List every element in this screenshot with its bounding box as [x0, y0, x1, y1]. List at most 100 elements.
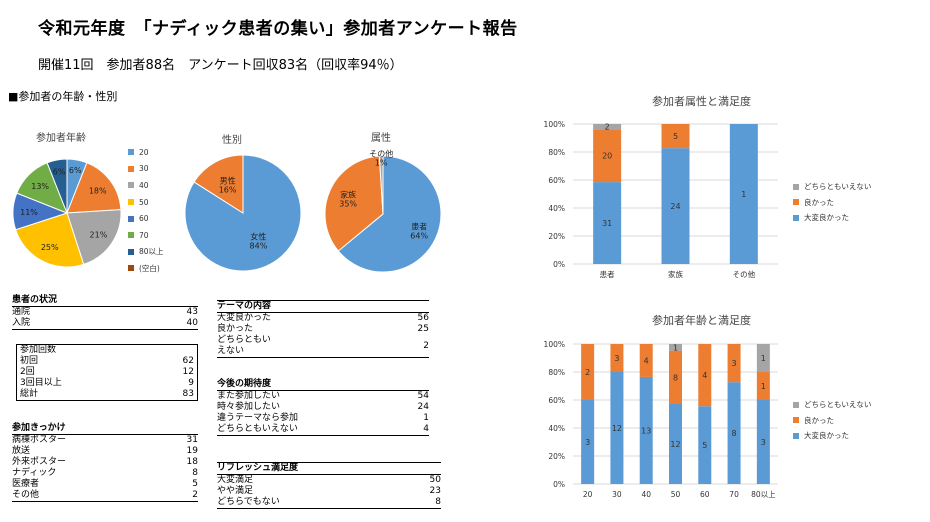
pie-label-男性: 男性 16% — [219, 175, 237, 194]
status-table-title: 患者の状況 — [12, 295, 198, 307]
legend-item: 50 — [128, 194, 164, 211]
table-cell-label: 医療者 — [12, 479, 40, 489]
bar-segment-80以上 — [756, 344, 770, 372]
bar-segment-60 — [698, 406, 712, 484]
pie-slice-患者 — [337, 155, 442, 273]
table-cell-label: 大変良かった — [217, 313, 272, 323]
bar-value-label: 4 — [702, 371, 707, 380]
bar-value-label: 3 — [761, 438, 766, 447]
bar-value-label: 1 — [673, 343, 678, 352]
bar-value-label: 1 — [761, 354, 766, 363]
expect-table-title: 今後の期待度 — [217, 379, 429, 391]
legend-label: どちらともいえない — [804, 182, 872, 192]
bar-value-label: 3 — [732, 359, 737, 368]
bar-segment-30 — [610, 372, 624, 484]
pie-label-40: 21% — [90, 230, 108, 239]
table-row: 通院 43 — [12, 307, 198, 318]
legend-label: 60 — [139, 214, 149, 224]
table-cell-value: 2 — [192, 490, 198, 500]
y-tick-label: 0% — [553, 480, 565, 489]
status-table: 患者の状況 通院 43 入院 40 — [12, 295, 198, 330]
table-cell-label: 初回 — [20, 356, 39, 366]
table-row: 大変満足 50 — [217, 475, 441, 486]
bar-value-label: 24 — [670, 202, 680, 211]
legend-swatch — [128, 182, 134, 189]
refresh-table-title: リフレッシュ満足度 — [217, 462, 441, 475]
age-bar-title: 参加者年齢と満足度 — [652, 314, 751, 327]
bar-value-label: 12 — [670, 440, 680, 449]
refresh-table-rows: 大変満足 50 やや満足 23 どちらでもない 8 — [217, 475, 441, 509]
bar-value-label: 31 — [602, 219, 612, 228]
age-pie-chart: 6% 18% 21% 25% 11% 13% 6% — [12, 158, 122, 268]
status-table-rows: 通院 43 入院 40 — [12, 307, 198, 330]
legend-item: 良かった — [793, 413, 871, 429]
legend-swatch — [128, 149, 134, 156]
table-row: 入院 40 — [12, 318, 198, 330]
age-bar-legend: どちらともいえない 良かった 大変良かった — [793, 397, 871, 444]
bar-value-label: 5 — [702, 441, 707, 450]
refresh-table: リフレッシュ満足度 大変満足 50 やや満足 23 どちらでもない 8 — [217, 462, 441, 509]
legend-swatch — [128, 215, 134, 222]
legend-swatch — [793, 183, 799, 190]
gender-pie-title: 性別 — [222, 135, 242, 146]
visits-table-rows: 初回 62 2回 12 3回目以上 9 総計 83 — [16, 356, 198, 401]
table-row: 外来ポスター 18 — [12, 457, 198, 468]
x-tick-label: 30 — [612, 490, 622, 499]
age-pie-legend: 20 30 40 50 60 70 80以上 (空白) — [128, 144, 164, 277]
table-cell-label: 2回 — [20, 367, 35, 377]
table-cell-label: 良かった — [217, 324, 254, 334]
bar-segment-家族 — [661, 148, 690, 264]
pie-slice-80以上 — [46, 158, 68, 214]
table-cell-value: 54 — [417, 391, 429, 401]
y-tick-label: 80% — [548, 368, 565, 377]
bar-value-label: 5 — [673, 132, 678, 141]
y-tick-label: 80% — [548, 148, 565, 157]
pie-slice-30 — [66, 162, 122, 214]
legend-swatch — [128, 232, 134, 239]
legend-label: どちらともいえない — [804, 400, 872, 410]
table-cell-label: 大変満足 — [217, 475, 254, 485]
y-tick-label: 0% — [553, 260, 565, 269]
y-tick-label: 60% — [548, 396, 565, 405]
pie-label-家族: 家族 35% — [339, 189, 357, 208]
legend-item: どちらともいえない — [793, 179, 871, 195]
table-row: その他 2 — [12, 490, 198, 502]
x-tick-label: 80以上 — [751, 490, 776, 499]
y-tick-label: 100% — [544, 340, 565, 349]
table-cell-label: やや満足 — [217, 486, 254, 496]
legend-swatch — [793, 417, 799, 424]
table-row: ナディック 8 — [12, 468, 198, 479]
table-cell-value: 31 — [186, 435, 198, 445]
table-row: 放送 19 — [12, 446, 198, 457]
table-row: 大変良かった 56 — [217, 313, 429, 324]
y-tick-label: 20% — [548, 452, 565, 461]
bar-segment-家族 — [661, 124, 690, 149]
table-cell-label: 時々参加したい — [217, 402, 281, 412]
bar-value-label: 1 — [761, 382, 766, 391]
table-cell-label: また参加したい — [217, 391, 281, 401]
table-cell-label: どちらともい えない — [217, 335, 271, 356]
table-cell-label: 外来ポスター — [12, 457, 67, 467]
legend-swatch — [128, 248, 134, 255]
x-tick-label: 20 — [583, 490, 593, 499]
table-row: 総計 83 — [20, 389, 194, 400]
pie-label-その他: その他 1% — [369, 149, 393, 168]
expect-table-rows: また参加したい 54 時々参加したい 24 違うテーマなら参加 1 どちらともいえない 4 — [217, 391, 429, 436]
attribute-pie-chart: 患者 64% 家族 35% その他 1% — [324, 149, 442, 273]
expect-table: 今後の期待度 また参加したい 54 時々参加したい 24 違うテーマなら参加 1 どちらとも… — [217, 379, 429, 436]
legend-item: 70 — [128, 227, 164, 244]
legend-item: 大変良かった — [793, 210, 871, 226]
table-cell-value: 56 — [417, 313, 429, 323]
bar-segment-患者 — [593, 129, 622, 183]
table-cell-label: どちらでもない — [217, 497, 280, 507]
bar-segment-40 — [639, 376, 653, 484]
x-tick-label: 患者 — [600, 269, 615, 279]
visits-table: 参加回数 初回 62 2回 12 3回目以上 9 総計 83 — [16, 344, 198, 401]
table-cell-value: 5 — [192, 479, 198, 489]
bar-segment-20 — [581, 400, 595, 484]
table-row: また参加したい 54 — [217, 391, 429, 402]
table-cell-value: 9 — [188, 378, 194, 388]
table-cell-label: 入院 — [12, 318, 31, 328]
table-row: どちらともい えない 2 — [217, 335, 429, 358]
table-cell-label: どちらともいえない — [217, 424, 298, 434]
